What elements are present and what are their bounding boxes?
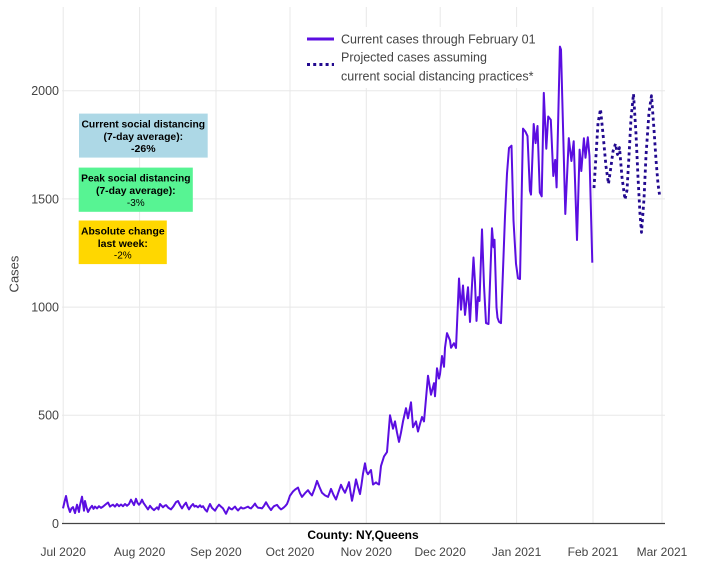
svg-text:(7-day average):: (7-day average): bbox=[96, 186, 176, 197]
svg-text:Jul 2020: Jul 2020 bbox=[41, 545, 87, 559]
svg-text:Cases: Cases bbox=[7, 255, 22, 292]
svg-text:-26%: -26% bbox=[131, 143, 156, 155]
svg-text:Projected cases assuming: Projected cases assuming bbox=[341, 51, 487, 65]
svg-text:current social distancing prac: current social distancing practices* bbox=[341, 70, 534, 84]
svg-text:Absolute change: Absolute change bbox=[81, 226, 165, 237]
svg-text:0: 0 bbox=[52, 517, 59, 531]
svg-text:1000: 1000 bbox=[31, 301, 59, 315]
svg-text:Oct 2020: Oct 2020 bbox=[266, 545, 315, 559]
svg-text:last week:: last week: bbox=[98, 238, 148, 250]
svg-text:2000: 2000 bbox=[31, 84, 59, 98]
svg-text:Peak social distancing: Peak social distancing bbox=[81, 173, 190, 184]
svg-text:Dec 2020: Dec 2020 bbox=[415, 545, 467, 559]
svg-text:(7-day average):: (7-day average): bbox=[103, 132, 183, 143]
svg-text:Current cases through February: Current cases through February 01 bbox=[341, 32, 536, 46]
svg-text:Sep 2020: Sep 2020 bbox=[190, 545, 242, 559]
svg-text:Jan 2021: Jan 2021 bbox=[492, 545, 542, 559]
svg-text:1500: 1500 bbox=[31, 192, 59, 206]
svg-text:Mar 2021: Mar 2021 bbox=[637, 545, 688, 559]
svg-text:-3%: -3% bbox=[127, 198, 145, 209]
svg-text:Feb 2021: Feb 2021 bbox=[568, 545, 619, 559]
svg-text:500: 500 bbox=[38, 409, 59, 423]
svg-text:Current social distancing: Current social distancing bbox=[82, 119, 206, 130]
svg-text:County: NY,Queens: County: NY,Queens bbox=[307, 528, 419, 542]
svg-text:Aug 2020: Aug 2020 bbox=[114, 545, 166, 559]
svg-text:Nov 2020: Nov 2020 bbox=[341, 545, 393, 559]
svg-text:-2%: -2% bbox=[114, 251, 132, 262]
